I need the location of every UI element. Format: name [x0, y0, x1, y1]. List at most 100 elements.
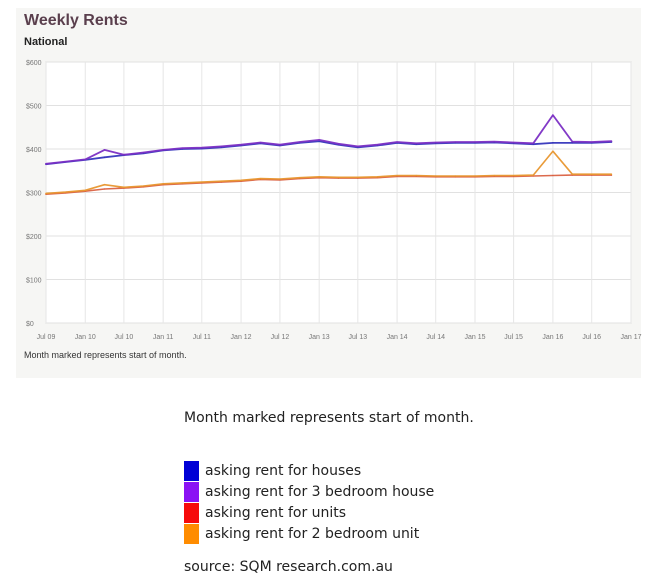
series-point-2: [552, 174, 554, 177]
series-point-1: [181, 147, 183, 149]
series-point-3: [532, 174, 534, 176]
legend-swatch-3-bedroom-house: [184, 481, 199, 502]
series-point-3: [298, 177, 301, 179]
series-point-3: [201, 181, 203, 183]
series-point-3: [259, 177, 262, 180]
series-point-3: [376, 176, 379, 178]
x-tick-label: Jan 10: [75, 334, 96, 341]
series-point-1: [123, 154, 125, 156]
chart-legend: asking rent for houses asking rent for 3…: [184, 460, 484, 544]
series-point-3: [103, 184, 106, 186]
y-tick-label: $600: [26, 60, 42, 67]
series-point-3: [123, 186, 125, 188]
x-tick-label: Jul 14: [426, 334, 445, 341]
series-point-3: [552, 150, 554, 152]
y-tick-label: $100: [26, 278, 42, 285]
series-point-3: [415, 174, 417, 177]
series-point-1: [474, 141, 476, 143]
series-line-3: [45, 150, 613, 195]
series-point-2: [103, 188, 106, 190]
chart-footnote: Month marked represents start of month.: [24, 350, 187, 360]
x-tick-label: Jan 16: [542, 334, 563, 341]
x-tick-label: Jul 09: [37, 334, 56, 341]
x-tick-label: Jul 13: [348, 334, 367, 341]
chart-title: Weekly Rents: [24, 12, 128, 29]
x-tick-label: Jul 12: [271, 334, 290, 341]
series-point-1: [65, 161, 67, 163]
series-point-3: [513, 174, 515, 177]
series-point-1: [415, 142, 417, 144]
series-point-3: [571, 173, 573, 175]
series-point-3: [610, 173, 612, 175]
series-point-3: [454, 175, 456, 177]
series-point-0: [571, 142, 573, 144]
x-tick-label: Jul 11: [193, 334, 211, 341]
y-tick-label: $200: [26, 234, 42, 241]
series-point-3: [45, 192, 47, 194]
series-point-1: [610, 140, 612, 142]
chart-series: [45, 114, 613, 195]
series-point-1: [357, 145, 359, 147]
y-tick-label: $300: [26, 191, 42, 198]
series-point-3: [84, 189, 86, 191]
x-tick-label: Jan 13: [309, 334, 330, 341]
series-point-1: [142, 151, 145, 154]
series-line-1: [45, 114, 613, 165]
series-point-0: [552, 142, 554, 144]
y-tick-label: $0: [26, 321, 34, 328]
legend-swatch-units: [184, 502, 199, 523]
series-point-1: [240, 144, 242, 146]
series-point-1: [103, 149, 106, 151]
series-point-1: [552, 114, 554, 116]
axis-labels: $0 $100 $200 $300 $400 $500 $600 Jul 09 Jan 10 Ju…: [26, 60, 642, 341]
series-point-3: [435, 175, 437, 177]
series-point-1: [220, 145, 223, 147]
series-point-1: [45, 163, 47, 165]
legend-label-2-bedroom-unit: asking rent for 2 bedroom unit: [205, 525, 420, 542]
series-point-3: [220, 180, 223, 182]
weekly-rents-chart: $0 $100 $200 $300 $400 $500 $600 Jul 09 Jan 10 Ju…: [26, 60, 642, 341]
legend-swatch-houses: [184, 460, 199, 481]
series-point-1: [318, 139, 320, 141]
series-point-1: [493, 141, 495, 143]
legend-label-3-bedroom-house: asking rent for 3 bedroom house: [205, 483, 435, 500]
series-point-3: [279, 178, 281, 180]
series-point-1: [84, 158, 86, 161]
series-point-1: [591, 141, 593, 143]
series-point-1: [162, 149, 164, 151]
series-point-3: [337, 176, 339, 178]
legend-item-2-bedroom-unit: asking rent for 2 bedroom unit: [184, 523, 484, 544]
x-tick-label: Jul 15: [504, 334, 523, 341]
series-point-3: [396, 174, 398, 177]
series-point-1: [396, 141, 398, 143]
series-point-0: [103, 156, 106, 158]
x-tick-label: Jan 15: [464, 334, 485, 341]
legend-label-units: asking rent for units: [205, 504, 347, 521]
grid-lines: [45, 61, 632, 324]
y-tick-label: $500: [26, 104, 42, 111]
series-point-3: [142, 185, 145, 187]
series-point-1: [259, 141, 262, 144]
series-point-1: [532, 142, 534, 144]
series-point-1: [454, 141, 456, 143]
series-point-3: [318, 176, 320, 178]
x-tick-label: Jan 14: [387, 334, 408, 341]
series-point-1: [513, 141, 515, 144]
series-point-1: [279, 144, 281, 146]
x-tick-label: Jan 11: [153, 334, 174, 341]
series-point-3: [162, 183, 164, 185]
series-point-3: [240, 179, 242, 181]
series-point-1: [435, 141, 437, 144]
x-tick-label: Jan 12: [231, 334, 252, 341]
series-point-3: [493, 174, 495, 177]
series-point-1: [571, 141, 573, 143]
series-point-1: [376, 144, 379, 146]
x-tick-label: Jan 17: [620, 334, 641, 341]
series-point-3: [474, 175, 476, 177]
series-point-1: [298, 141, 301, 143]
x-tick-label: Jul 10: [115, 334, 134, 341]
series-point-3: [357, 176, 359, 178]
series-point-1: [337, 143, 339, 145]
y-tick-label: $400: [26, 147, 42, 154]
series-point-3: [181, 182, 183, 184]
